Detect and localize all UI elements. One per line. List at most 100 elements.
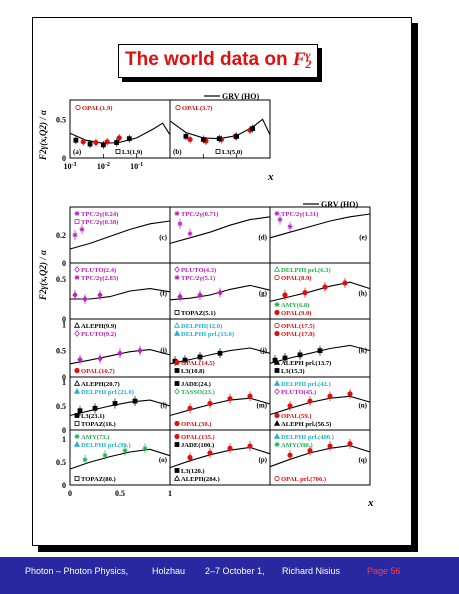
data-point [77, 356, 83, 363]
panel-frame [269, 429, 371, 486]
legend-text: DELPHI prl.(400.) [281, 434, 334, 441]
legend-text: TPC/2γ(0.24) [81, 211, 118, 218]
panel-id: (g) [259, 289, 268, 297]
grv-curve [269, 213, 371, 239]
legend-marker [274, 442, 280, 447]
grv-curve [169, 118, 271, 140]
y-tick-label: 0 [62, 426, 66, 435]
data-point [122, 448, 128, 454]
data-point [217, 350, 223, 356]
data-point [277, 217, 283, 222]
panel-id: (o) [159, 456, 168, 464]
x-axis-label: x [367, 497, 374, 509]
data-point [327, 393, 333, 399]
legend-marker [74, 330, 80, 337]
legend-text: PLUTO(4.3) [181, 267, 216, 274]
legend-marker [74, 434, 80, 439]
y-axis-label: F2γ(x,Q2) / α [38, 249, 48, 301]
data-point [177, 293, 183, 300]
panel-id: (a) [73, 148, 82, 156]
data-point [287, 224, 293, 229]
data-point [297, 352, 303, 358]
data-point [187, 405, 193, 411]
legend-line-text: GRV (HO) [321, 200, 358, 209]
data-point [197, 291, 203, 299]
legend-text: OPAL(10.7) [81, 368, 115, 375]
y-tick-label: 0 [62, 154, 66, 163]
legend-marker [174, 468, 180, 473]
legend-text: DELPHI prl.(6.3) [281, 267, 331, 274]
data-point [282, 292, 288, 298]
legend-marker [174, 211, 180, 216]
legend-text: OPAL(17.8) [281, 331, 315, 338]
panel-id: (l) [160, 402, 167, 410]
legend-text: TPC/2γ(1.31) [281, 211, 318, 218]
legend-text: AMY(73.) [81, 434, 109, 441]
legend-marker [174, 420, 180, 427]
legend-marker [74, 266, 80, 273]
legend-marker [74, 367, 80, 374]
data-point [327, 443, 333, 449]
legend-text: PLUTO(45.) [281, 389, 316, 396]
y-tick-label: 0 [62, 481, 66, 490]
legend-text: L3(10.8) [181, 368, 205, 375]
legend-text: TOPAZ(80.) [81, 476, 116, 483]
panel-id: (f) [160, 289, 168, 297]
x-tick-label: 0.5 [115, 489, 125, 498]
title-sub: 2 [305, 56, 312, 71]
panel-id: (i) [160, 347, 167, 355]
legend-text: AMY(390.) [281, 442, 313, 449]
legend-marker [174, 388, 180, 395]
slide-frame [32, 17, 412, 546]
legend-text: JADE(24.) [181, 381, 211, 388]
legend-marker [215, 149, 221, 154]
y-tick-label: 0 [62, 373, 66, 382]
data-point [142, 445, 148, 451]
data-point [302, 289, 308, 296]
legend-marker [75, 104, 81, 111]
panel-id: (p) [258, 456, 267, 464]
y-tick-label: 1 [62, 435, 66, 444]
data-point [79, 227, 85, 232]
legend-marker [174, 381, 180, 386]
legend-text: DELPHI prl.(13.0) [181, 331, 234, 338]
legend-marker [73, 441, 81, 447]
legend-text: OPAL(8.9) [281, 275, 311, 282]
data-point [177, 221, 183, 227]
y-tick-label: 0.5 [56, 402, 66, 411]
data-point [183, 133, 189, 139]
x-tick-label: 0 [68, 489, 72, 498]
x-tick-label: 10-1 [130, 162, 143, 171]
data-point [100, 142, 106, 148]
data-point [307, 448, 313, 454]
grv-curve [69, 220, 171, 250]
panel-id: (h) [358, 289, 367, 297]
legend-marker [274, 412, 280, 419]
panel-frame [169, 99, 271, 159]
title-text: The world data on [125, 49, 293, 70]
legend-text: TOPAZ(16.) [81, 421, 116, 428]
data-point [82, 457, 88, 463]
panel-id: (k) [358, 347, 367, 355]
legend-text: ALEPH(20.7) [81, 381, 120, 388]
footer-date: 2–7 October 1, [205, 566, 265, 576]
legend-text: ALEPH(9.9) [81, 323, 116, 330]
legend-marker [274, 322, 280, 329]
legend-marker [173, 330, 181, 336]
data-point [182, 357, 188, 363]
legend-marker [74, 413, 80, 418]
data-point [347, 391, 353, 397]
footer-bar [0, 557, 459, 594]
legend-marker [115, 149, 121, 154]
data-point [87, 141, 93, 147]
legend-text: OPAL(14.5) [181, 360, 215, 367]
title-symbol: F [292, 49, 306, 70]
legend-marker [175, 104, 181, 111]
legend-text: DELPHI prl.(99.) [81, 442, 131, 449]
legend-text: JADE(100.) [181, 442, 214, 449]
data-point [247, 443, 253, 449]
legend-marker [174, 310, 180, 315]
panel-id: (j) [260, 347, 268, 355]
grv-curve [269, 445, 371, 468]
